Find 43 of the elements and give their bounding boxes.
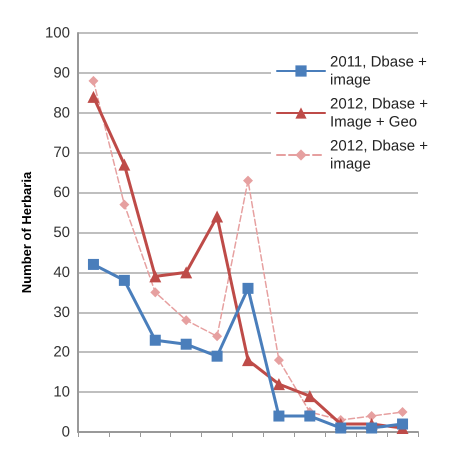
y-axis-title: Number of Herbaria [19,171,34,294]
point [242,282,254,294]
point [335,422,346,434]
point [149,270,162,282]
y-tick-label: 40 [53,264,70,281]
point [242,354,254,366]
point [211,210,224,223]
point [272,378,285,390]
point [273,410,284,422]
y-tick-label: 20 [53,344,70,361]
legend-label: 2011, Dbase + image [330,54,428,88]
point [180,338,192,350]
y-tick-label: 100 [44,24,70,42]
y-tick-label: 50 [53,224,70,241]
y-tick-label: 90 [53,64,70,82]
y-tick-label: 30 [53,304,70,321]
y-tick-label: 0 [62,424,70,440]
point [212,331,222,342]
point [366,422,378,434]
point [181,315,192,326]
point [397,418,408,430]
point [212,350,223,362]
point [150,287,160,298]
point [88,258,99,270]
point [119,200,130,210]
point [366,411,377,422]
point [87,90,100,103]
point [118,158,130,171]
legend-label: 2012, Dbase + image [330,138,428,172]
y-tick-label: 60 [53,184,70,202]
point [180,266,192,278]
point [118,274,130,286]
point [150,334,161,346]
point [304,410,316,422]
y-tick-label: 70 [53,144,70,162]
legend-label: 2012, Dbase + Image + Geo [330,96,428,130]
y-tick-label: 10 [53,384,70,401]
y-tick-label: 80 [53,104,70,122]
point [243,176,253,186]
point [88,76,98,86]
point [398,407,408,418]
point [274,355,284,366]
point [304,390,316,402]
